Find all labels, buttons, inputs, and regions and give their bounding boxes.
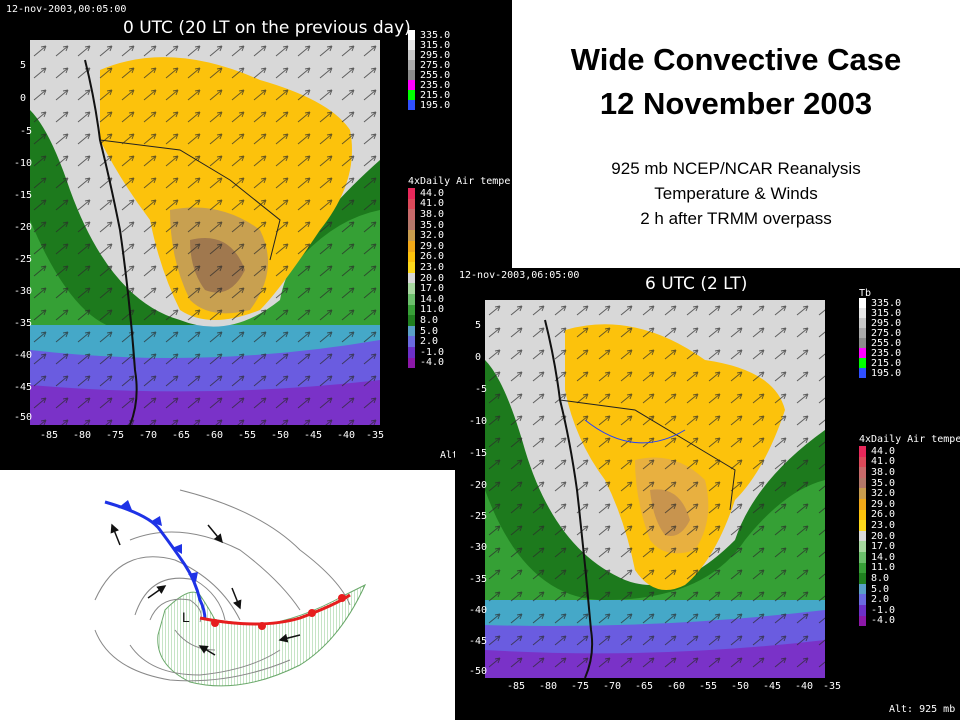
- warm-front-icon: [199, 593, 351, 630]
- temp-legend-entry: 20.0: [408, 273, 444, 284]
- tb-legend-entry: 235.0: [408, 80, 450, 91]
- subtitle-timing: 2 h after TRMM overpass: [640, 209, 832, 228]
- tb-legend-title: Tb: [859, 288, 872, 299]
- tb-legend-entry: 195.0: [408, 100, 450, 111]
- temp-legend-entry: 23.0: [408, 262, 444, 273]
- tb-legend: 335.0 315.0 295.0 275.0 255.0 235.0 215.…: [408, 30, 450, 111]
- cold-front-icon: [104, 500, 207, 621]
- temp-legend-entry: 35.0: [408, 220, 444, 231]
- tb-legend-entry: 335.0: [408, 30, 450, 41]
- temp-legend-title: 4xDaily Air tempera: [859, 434, 960, 445]
- temp-legend: 44.0 41.0 38.0 35.0 32.0 29.0 26.0 23.0 …: [408, 188, 444, 368]
- temp-legend-entry: 26.0: [859, 509, 895, 520]
- tb-legend-entry: 215.0: [859, 358, 901, 369]
- temp-legend-entry: 2.0: [859, 594, 895, 605]
- temp-legend-entry: 38.0: [859, 467, 895, 478]
- temp-legend-entry: 23.0: [859, 520, 895, 531]
- temp-legend-entry: 38.0: [408, 209, 444, 220]
- tb-legend-entry: 295.0: [859, 318, 901, 329]
- wind-arrow-icon: [110, 523, 301, 656]
- temperature-wind-map: [485, 300, 825, 678]
- temp-legend-entry: 8.0: [859, 573, 895, 584]
- temp-legend-entry: 44.0: [408, 188, 444, 199]
- tb-legend-entry: 335.0: [859, 298, 901, 309]
- panel-caption-6utc: 6 UTC (2 LT): [645, 274, 748, 294]
- tb-legend-entry: 255.0: [859, 338, 901, 349]
- tb-legend-entry: 215.0: [408, 90, 450, 101]
- tb-legend-entry: 315.0: [859, 308, 901, 319]
- subtitle-variables: Temperature & Winds: [654, 184, 818, 203]
- temp-legend-entry: 17.0: [859, 541, 895, 552]
- temp-legend-entry: 35.0: [859, 478, 895, 489]
- temp-legend-entry: 5.0: [408, 326, 444, 337]
- temp-legend-entry: 14.0: [408, 294, 444, 305]
- altitude-label: Alt: 925 mb: [889, 704, 956, 715]
- temp-legend-entry: -4.0: [408, 357, 444, 368]
- temp-legend-entry: -1.0: [859, 605, 895, 616]
- temp-legend-entry: 26.0: [408, 251, 444, 262]
- temp-legend-entry: 17.0: [408, 283, 444, 294]
- temp-legend-entry: 14.0: [859, 552, 895, 563]
- frontal-schematic: L: [94, 489, 367, 687]
- tb-legend-entry: 315.0: [408, 40, 450, 51]
- temp-legend-entry: 32.0: [859, 488, 895, 499]
- map-panel-0utc: 12-nov-2003,00:05:00 5 0 -5 -10 -15 -20 …: [0, 0, 512, 470]
- temperature-wind-map: [30, 40, 380, 425]
- timestamp-label: 12-nov-2003,06:05:00: [459, 270, 580, 281]
- temp-legend-entry: 2.0: [408, 336, 444, 347]
- tb-legend-entry: 255.0: [408, 70, 450, 81]
- tb-legend-entry: 295.0: [408, 50, 450, 61]
- tb-legend-entry: 275.0: [859, 328, 901, 339]
- title-box: Wide Convective Case 12 November 2003 92…: [512, 0, 960, 268]
- temp-legend-entry: 29.0: [859, 499, 895, 510]
- timestamp-label: 12-nov-2003,00:05:00: [6, 4, 127, 15]
- temp-legend-entry: 20.0: [859, 531, 895, 542]
- slide-date: 12 November 2003: [599, 86, 873, 121]
- temp-legend-entry: 5.0: [859, 584, 895, 595]
- low-pressure-marker: L: [182, 609, 190, 625]
- temp-legend-entry: 8.0: [408, 315, 444, 326]
- temp-legend-entry: 44.0: [859, 446, 895, 457]
- temp-legend-title: 4xDaily Air tempera: [408, 176, 512, 187]
- panel-caption-0utc: 0 UTC (20 LT on the previous day): [123, 18, 411, 38]
- temp-legend-entry: 32.0: [408, 230, 444, 241]
- temp-legend-entry: 41.0: [859, 456, 895, 467]
- subtitle-dataset: 925 mb NCEP/NCAR Reanalysis: [611, 159, 861, 178]
- temp-legend-entry: -4.0: [859, 615, 895, 626]
- temp-legend-entry: 11.0: [859, 562, 895, 573]
- tb-legend-entry: 195.0: [859, 368, 901, 379]
- tb-legend: 335.0 315.0 295.0 275.0 255.0 235.0 215.…: [859, 298, 901, 379]
- altitude-label: Alt:: [440, 450, 465, 461]
- map-panel-6utc: 12-nov-2003,06:05:00 5 0 -5 -10 -15 -20 …: [455, 268, 960, 720]
- slide-title: Wide Convective Case: [570, 42, 902, 77]
- temp-legend-entry: -1.0: [408, 347, 444, 358]
- temp-legend-entry: 29.0: [408, 241, 444, 252]
- temp-legend-entry: 41.0: [408, 198, 444, 209]
- tb-legend-entry: 235.0: [859, 348, 901, 359]
- temp-legend: 44.0 41.0 38.0 35.0 32.0 29.0 26.0 23.0 …: [859, 446, 895, 626]
- temp-legend-entry: 11.0: [408, 304, 444, 315]
- tb-legend-entry: 275.0: [408, 60, 450, 71]
